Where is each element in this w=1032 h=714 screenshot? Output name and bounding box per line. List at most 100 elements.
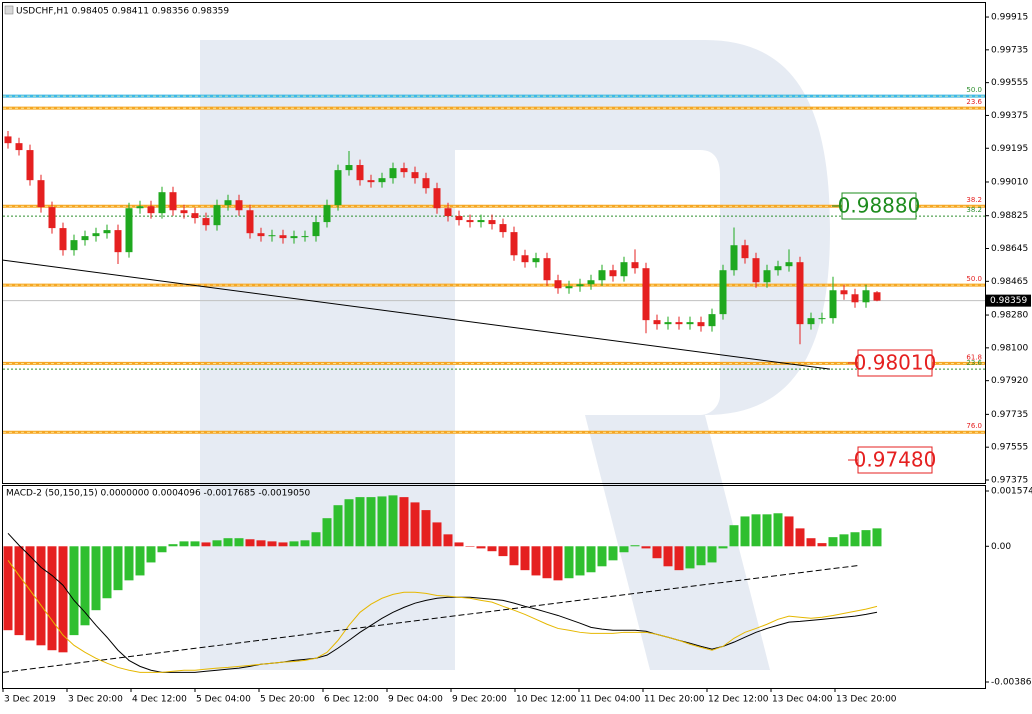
histogram-bar (322, 518, 332, 547)
histogram-bar (311, 532, 321, 547)
histogram-bar (179, 541, 189, 547)
histogram-bar (850, 532, 860, 547)
x-tick-label: 11 Dec 20:00 (644, 695, 705, 705)
last-price-label: 0.98359 (990, 296, 1027, 306)
histogram-bar (674, 546, 684, 571)
histogram-bar (168, 544, 178, 547)
candle-body (4, 136, 12, 144)
candle-body (169, 192, 177, 211)
x-tick-label: 13 Dec 04:00 (772, 695, 833, 705)
histogram-bar (619, 546, 629, 553)
candle-body (851, 294, 859, 303)
candle-body (862, 290, 870, 303)
candle-body (235, 200, 243, 211)
histogram-bar (817, 543, 827, 547)
histogram-bar (421, 510, 431, 547)
y-tick-label: 0.98100 (991, 343, 1028, 353)
histogram-bar (597, 546, 607, 567)
y-tick-label: 0.99010 (991, 177, 1028, 187)
histogram-bar (223, 538, 233, 547)
symbol-icon (4, 5, 14, 15)
candle-body (752, 258, 760, 283)
x-tick-label: 13 Dec 20:00 (836, 695, 897, 705)
histogram-bar (608, 546, 618, 561)
candle-body (334, 170, 342, 206)
candle-body (774, 266, 782, 271)
histogram-bar (465, 546, 475, 547)
candle-body (697, 322, 705, 327)
y-tick-label: 0.97735 (991, 410, 1028, 420)
candle-body (103, 230, 111, 234)
histogram-bar (740, 516, 750, 547)
candle-body (257, 233, 265, 237)
candle-body (37, 180, 45, 208)
candle-body (532, 258, 540, 263)
candle-body (763, 270, 771, 283)
histogram-bar (47, 546, 57, 651)
x-tick-label: 5 Dec 04:00 (196, 695, 251, 705)
candle-body (147, 206, 155, 214)
macd-panel-frame (2, 485, 986, 689)
candle-body (565, 286, 573, 289)
candle-body (213, 205, 221, 226)
candle-body (345, 165, 353, 171)
histogram-bar (344, 499, 354, 547)
histogram-bar (377, 496, 387, 547)
histogram-bar (751, 514, 761, 547)
candle-body (279, 235, 287, 239)
candle-body (785, 262, 793, 267)
histogram-bar (509, 546, 519, 566)
main-title: USDCHF,H1 0.98405 0.98411 0.98356 0.9835… (16, 7, 229, 17)
annotation-text: 0.98010 (854, 351, 937, 375)
x-tick-label: 3 Dec 20:00 (68, 695, 123, 705)
x-tick-label: 6 Dec 12:00 (324, 695, 379, 705)
histogram-bar (729, 525, 739, 547)
x-tick-label: 11 Dec 04:00 (580, 695, 641, 705)
candle-body (576, 284, 584, 287)
y-tick-label: 0.99555 (991, 78, 1028, 88)
histogram-bar (135, 546, 145, 576)
histogram-bar (784, 516, 794, 547)
histogram-bar (685, 546, 695, 569)
candle-body (719, 270, 727, 315)
histogram-bar (278, 542, 288, 547)
candle-body (510, 232, 518, 256)
histogram-bar (102, 546, 112, 599)
candle-body (829, 290, 837, 319)
candle-body (488, 220, 496, 225)
candle-body (323, 205, 331, 223)
candle-body (796, 262, 804, 325)
candle-body (59, 228, 67, 251)
y-tick-label: 0.97920 (991, 376, 1028, 386)
histogram-bar (839, 534, 849, 547)
y-tick-label: 0.98465 (991, 277, 1028, 287)
candle-body (26, 150, 34, 181)
level-label: 23.6 (966, 98, 982, 106)
candle-body (554, 280, 562, 289)
candle-body (653, 320, 661, 325)
candle-body (158, 192, 166, 214)
x-tick-label: 9 Dec 04:00 (388, 695, 443, 705)
histogram-bar (80, 546, 90, 626)
candle-body (444, 208, 452, 217)
histogram-bar (234, 538, 244, 547)
level-label: 61.8 (966, 353, 982, 361)
histogram-bar (432, 522, 442, 547)
histogram-bar (773, 513, 783, 547)
candle-body (180, 210, 188, 214)
x-tick-label: 9 Dec 20:00 (452, 695, 507, 705)
histogram-bar (663, 546, 673, 567)
level-label: 38.2 (966, 196, 982, 204)
candle-body (81, 236, 89, 241)
candle-body (92, 233, 100, 237)
y-tick-label: 0.98825 (991, 211, 1028, 221)
histogram-bar (25, 546, 35, 641)
histogram-bar (498, 546, 508, 557)
candle-body (312, 222, 320, 237)
annotation-box (857, 446, 933, 474)
candle-body (389, 168, 397, 179)
candle-body (466, 220, 474, 223)
histogram-bar (113, 546, 123, 591)
y-tick-label: 0.0015744 (991, 487, 1032, 497)
histogram-bar (487, 546, 497, 552)
